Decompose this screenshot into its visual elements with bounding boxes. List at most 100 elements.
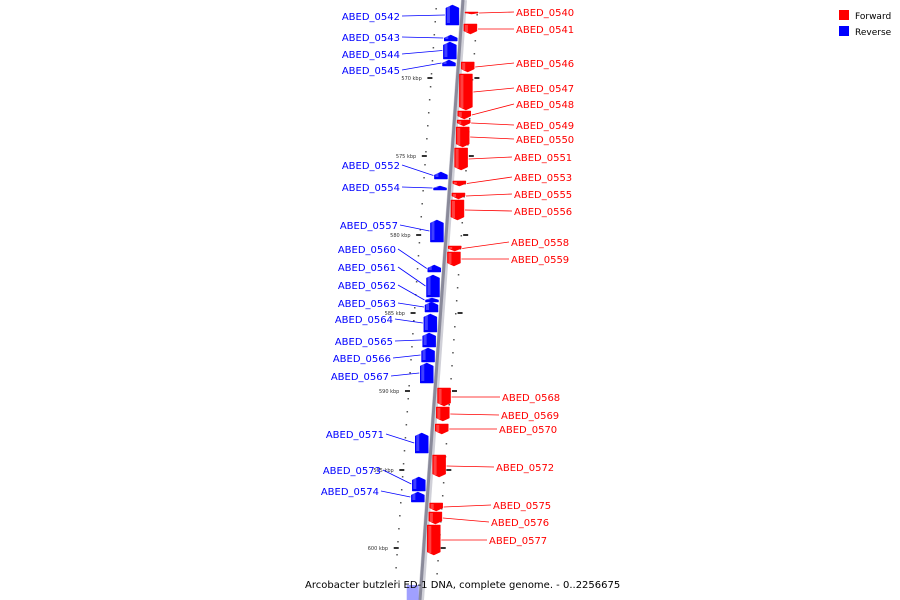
gene-label-abed-0562[interactable]: ABED_0562 xyxy=(338,281,396,292)
gene-block-highlight xyxy=(464,25,468,32)
gene-block-highlight xyxy=(444,43,448,57)
major-tick-left xyxy=(399,469,405,471)
gene-label-abed-0557[interactable]: ABED_0557 xyxy=(340,221,398,232)
minor-tick-left xyxy=(402,463,405,465)
minor-tick-right xyxy=(473,53,476,55)
major-tick-left xyxy=(416,234,422,236)
gene-label-abed-0566[interactable]: ABED_0566 xyxy=(333,354,391,365)
gene-label-abed-0544[interactable]: ABED_0544 xyxy=(342,50,400,61)
gene-label-abed-0543[interactable]: ABED_0543 xyxy=(342,33,400,44)
gene-label-abed-0572[interactable]: ABED_0572 xyxy=(496,463,554,474)
minor-tick-right xyxy=(456,287,459,289)
minor-tick-left xyxy=(425,151,427,153)
gene-label-abed-0556[interactable]: ABED_0556 xyxy=(514,207,572,218)
minor-tick-right xyxy=(448,404,450,406)
tick-label: 580 kbp xyxy=(390,233,410,239)
gene-block-abed-0575 xyxy=(429,502,443,512)
gene-block-abed-0549 xyxy=(456,119,471,127)
gene-label-abed-0547[interactable]: ABED_0547 xyxy=(516,84,574,95)
gene-label-abed-0558[interactable]: ABED_0558 xyxy=(511,238,569,249)
gene-label-abed-0564[interactable]: ABED_0564 xyxy=(335,315,393,326)
gene-leader-line xyxy=(446,465,495,468)
gene-label-abed-0553[interactable]: ABED_0553 xyxy=(514,173,572,184)
gene-label-abed-0561[interactable]: ABED_0561 xyxy=(338,263,396,274)
gene-label-abed-0550[interactable]: ABED_0550 xyxy=(516,135,574,146)
gene-block-highlight xyxy=(449,247,453,249)
gene-leader-line xyxy=(397,302,425,308)
gene-block-abed-0574 xyxy=(411,491,425,503)
gene-label-abed-0560[interactable]: ABED_0560 xyxy=(338,245,396,256)
gene-label-abed-0571[interactable]: ABED_0571 xyxy=(326,430,384,441)
gene-block-abed-0577 xyxy=(427,524,441,556)
gene-label-abed-0574[interactable]: ABED_0574 xyxy=(321,487,379,498)
tick-label: 600 kbp xyxy=(368,546,388,552)
minor-tick-left xyxy=(430,73,433,75)
gene-block-highlight xyxy=(466,13,470,14)
minor-tick-left xyxy=(418,242,421,244)
gene-label-abed-0549[interactable]: ABED_0549 xyxy=(516,121,574,132)
gene-block-highlight xyxy=(458,121,462,124)
gene-leader-line xyxy=(392,354,421,359)
gene-label-abed-0568[interactable]: ABED_0568 xyxy=(502,393,560,404)
gene-label-abed-0575[interactable]: ABED_0575 xyxy=(493,501,551,512)
minor-tick-right xyxy=(453,339,455,341)
gene-block-abed-0555 xyxy=(451,192,466,200)
minor-tick-right xyxy=(435,586,437,588)
gene-label-abed-0551[interactable]: ABED_0551 xyxy=(514,153,572,164)
gene-label-abed-0567[interactable]: ABED_0567 xyxy=(331,372,389,383)
gene-label-abed-0542[interactable]: ABED_0542 xyxy=(342,12,400,23)
minor-tick-left xyxy=(427,112,430,114)
minor-tick-left xyxy=(398,528,400,530)
gene-label-abed-0540[interactable]: ABED_0540 xyxy=(516,8,574,19)
gene-block-highlight xyxy=(416,434,420,451)
gene-label-abed-0541[interactable]: ABED_0541 xyxy=(516,25,574,36)
gene-label-abed-0563[interactable]: ABED_0563 xyxy=(338,299,396,310)
gene-leader-line xyxy=(465,193,513,197)
gene-block-abed-0572 xyxy=(432,454,446,478)
minor-tick-left xyxy=(394,580,396,582)
gene-label-abed-0559[interactable]: ABED_0559 xyxy=(511,255,569,266)
legend-forward-swatch xyxy=(839,10,849,20)
gene-block-highlight xyxy=(421,364,425,381)
gene-block-partial xyxy=(406,585,419,600)
minor-tick-left xyxy=(397,541,399,543)
gene-block-abed-0552 xyxy=(434,171,448,180)
gene-label-abed-0570[interactable]: ABED_0570 xyxy=(499,425,557,436)
gene-label-abed-0555[interactable]: ABED_0555 xyxy=(514,190,572,201)
gene-leader-line xyxy=(479,11,515,14)
gene-block-abed-0570 xyxy=(435,423,449,435)
gene-block-highlight xyxy=(428,266,432,270)
gene-label-abed-0548[interactable]: ABED_0548 xyxy=(516,100,574,111)
gene-leader-line xyxy=(397,284,425,301)
gene-label-abed-0569[interactable]: ABED_0569 xyxy=(501,411,559,422)
gene-leader-line xyxy=(468,156,513,160)
minor-tick-left xyxy=(424,164,426,166)
minor-tick-left xyxy=(421,203,423,205)
minor-tick-right xyxy=(474,40,477,42)
gene-label-abed-0565[interactable]: ABED_0565 xyxy=(335,337,393,348)
gene-block-abed-0557 xyxy=(430,219,444,243)
minor-tick-left xyxy=(435,8,437,10)
gene-leader-line xyxy=(470,136,515,140)
minor-tick-left xyxy=(401,476,404,478)
gene-leader-line xyxy=(401,62,442,71)
gene-label-abed-0573[interactable]: ABED_0573 xyxy=(323,466,381,477)
gene-leader-line xyxy=(401,164,434,176)
gene-label-abed-0554[interactable]: ABED_0554 xyxy=(342,183,400,194)
major-tick-right xyxy=(457,312,463,314)
gene-block-abed-0551 xyxy=(454,147,468,171)
minor-tick-left xyxy=(431,60,434,62)
minor-tick-right xyxy=(441,495,444,497)
minor-tick-left xyxy=(429,86,432,88)
minor-tick-left xyxy=(433,34,436,36)
gene-leader-line xyxy=(401,50,443,55)
gene-leader-line xyxy=(399,224,430,232)
gene-label-abed-0577[interactable]: ABED_0577 xyxy=(489,536,547,547)
gene-leader-line xyxy=(464,209,513,212)
gene-label-abed-0576[interactable]: ABED_0576 xyxy=(491,518,549,529)
gene-block-highlight xyxy=(434,187,438,188)
gene-label-abed-0552[interactable]: ABED_0552 xyxy=(342,161,400,172)
gene-label-abed-0546[interactable]: ABED_0546 xyxy=(516,59,574,70)
gene-label-abed-0545[interactable]: ABED_0545 xyxy=(342,66,400,77)
gene-block-abed-0542 xyxy=(445,4,460,26)
